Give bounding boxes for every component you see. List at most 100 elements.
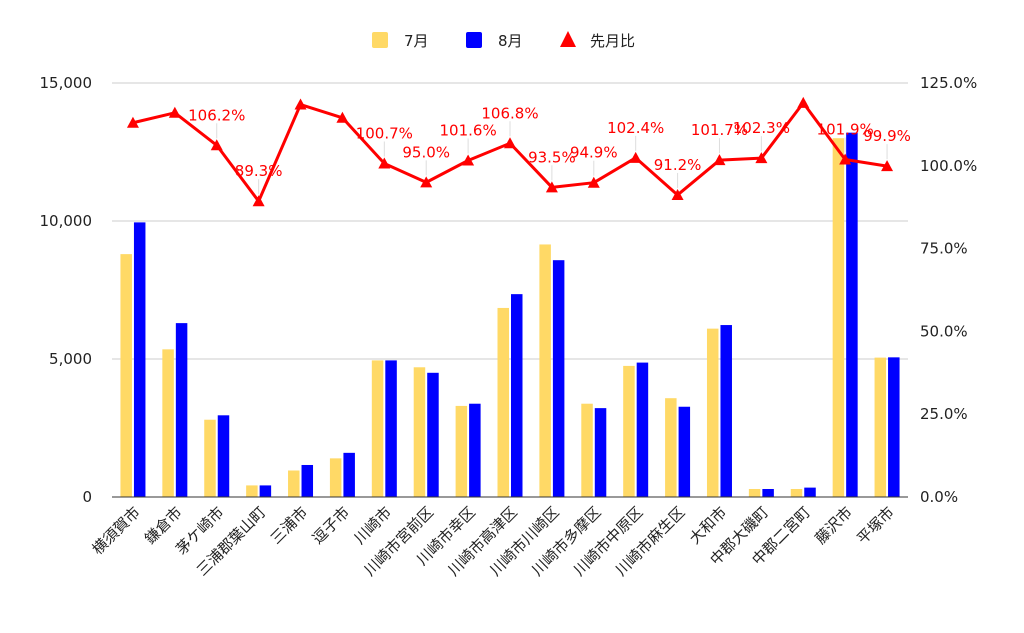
bar-july (246, 485, 258, 497)
bar-august (804, 487, 816, 497)
left-tick-label: 5,000 (49, 350, 92, 368)
left-axis-ticks: 0 5,000 10,000 15,000 (40, 74, 93, 506)
ratio-marker (839, 153, 852, 165)
bar-july (371, 360, 384, 497)
bar-july (455, 405, 468, 497)
ratio-marker (252, 195, 265, 207)
ratio-data-label: 94.9% (570, 144, 618, 162)
ratio-data-label: 106.8% (481, 104, 538, 122)
ratio-marker (168, 106, 181, 118)
right-tick-label: 100.0% (920, 157, 977, 175)
left-tick-label: 10,000 (40, 212, 93, 230)
ratio-marker (629, 151, 642, 163)
bar-august (343, 452, 355, 497)
bar-july (497, 307, 509, 497)
category-label: 横須賀市 (89, 503, 144, 558)
bar-august (888, 357, 900, 497)
bar-july (581, 403, 593, 497)
category-label: 逗子市 (309, 503, 354, 548)
bar-july (162, 349, 174, 497)
ratio-marker (671, 188, 684, 200)
ratio-marker (210, 139, 223, 151)
ratio-line-series: 106.2%89.3%100.7%95.0%101.6%106.8%93.5%9… (126, 96, 911, 207)
bar-august (175, 323, 188, 497)
bar-july (790, 488, 803, 497)
ratio-marker (797, 96, 810, 108)
bar-august (469, 403, 481, 497)
ratio-data-label: 95.0% (402, 143, 450, 161)
category-label: 平塚市 (853, 503, 898, 548)
ratio-data-label: 101.9% (817, 121, 874, 139)
bar-july (832, 138, 845, 497)
right-tick-label: 125.0% (920, 74, 977, 92)
bar-august (427, 372, 439, 497)
ratio-data-label: 101.7% (691, 121, 748, 139)
bars (120, 132, 900, 497)
legend-label-august: 8月 (498, 32, 523, 50)
ratio-marker (587, 176, 600, 188)
bar-august (511, 294, 523, 497)
ratio-marker (504, 137, 516, 149)
ratio-marker (545, 181, 558, 193)
bar-august (594, 408, 607, 497)
ratio-marker (336, 111, 349, 123)
bar-july (539, 244, 551, 497)
ratio-marker (126, 116, 139, 128)
legend-label-ratio: 先月比 (590, 32, 635, 50)
bar-august (259, 485, 272, 497)
right-tick-label: 0.0% (920, 488, 958, 506)
legend-swatch-august (466, 32, 482, 48)
ratio-data-label: 102.3% (733, 119, 790, 137)
ratio-marker (378, 157, 391, 169)
ratio-data-label: 99.9% (863, 127, 911, 145)
bar-july (329, 458, 342, 497)
bar-august (552, 260, 565, 497)
right-tick-label: 75.0% (920, 240, 968, 258)
category-label: 三浦市 (267, 503, 312, 548)
bar-august (762, 488, 774, 497)
right-axis-ticks: 0.0% 25.0% 50.0% 75.0% 100.0% 125.0% (920, 74, 977, 506)
bar-july (120, 254, 132, 497)
bar-july (874, 357, 887, 497)
bar-august (133, 222, 146, 497)
bar-july (288, 470, 300, 497)
bar-august (385, 360, 397, 497)
ratio-marker (713, 154, 726, 166)
category-labels: 横須賀市鎌倉市茅ケ崎市三浦郡葉山町三浦市逗子市川崎市川崎市宮前区川崎市幸区川崎市… (89, 503, 898, 579)
bar-july (748, 488, 761, 497)
category-label: 藤沢市 (811, 503, 856, 548)
ratio-data-label: 100.7% (356, 124, 413, 142)
left-tick-label: 15,000 (40, 74, 93, 92)
right-tick-label: 50.0% (920, 322, 968, 340)
legend-marker-ratio (560, 31, 576, 47)
gridlines (112, 82, 908, 360)
legend-label-july: 7月 (404, 32, 429, 50)
bar-august (720, 325, 732, 497)
ratio-marker (755, 152, 768, 164)
ratio-data-label: 102.4% (607, 119, 664, 137)
left-tick-label: 0 (82, 488, 92, 506)
ratio-marker (881, 160, 894, 172)
bar-july (204, 419, 216, 497)
bar-august (636, 362, 649, 497)
ratio-marker (462, 154, 475, 166)
ratio-data-label: 93.5% (528, 148, 576, 166)
bar-july (413, 367, 426, 497)
legend-swatch-july (372, 32, 388, 48)
ratio-marker (294, 98, 307, 110)
ratio-data-label: 91.2% (654, 156, 702, 174)
ratio-data-label: 89.3% (235, 162, 283, 180)
bar-july (623, 365, 635, 497)
bar-august (678, 406, 691, 497)
ratio-data-label: 106.2% (188, 106, 245, 124)
bar-august (846, 132, 858, 497)
ratio-data-label: 101.6% (440, 122, 497, 140)
bar-july (706, 328, 719, 497)
right-tick-label: 25.0% (920, 405, 968, 423)
bar-august (301, 464, 314, 497)
ratio-marker (420, 176, 433, 188)
legend: 7月 8月 先月比 (372, 31, 635, 50)
bar-august (217, 415, 230, 497)
bar-july (665, 398, 677, 497)
